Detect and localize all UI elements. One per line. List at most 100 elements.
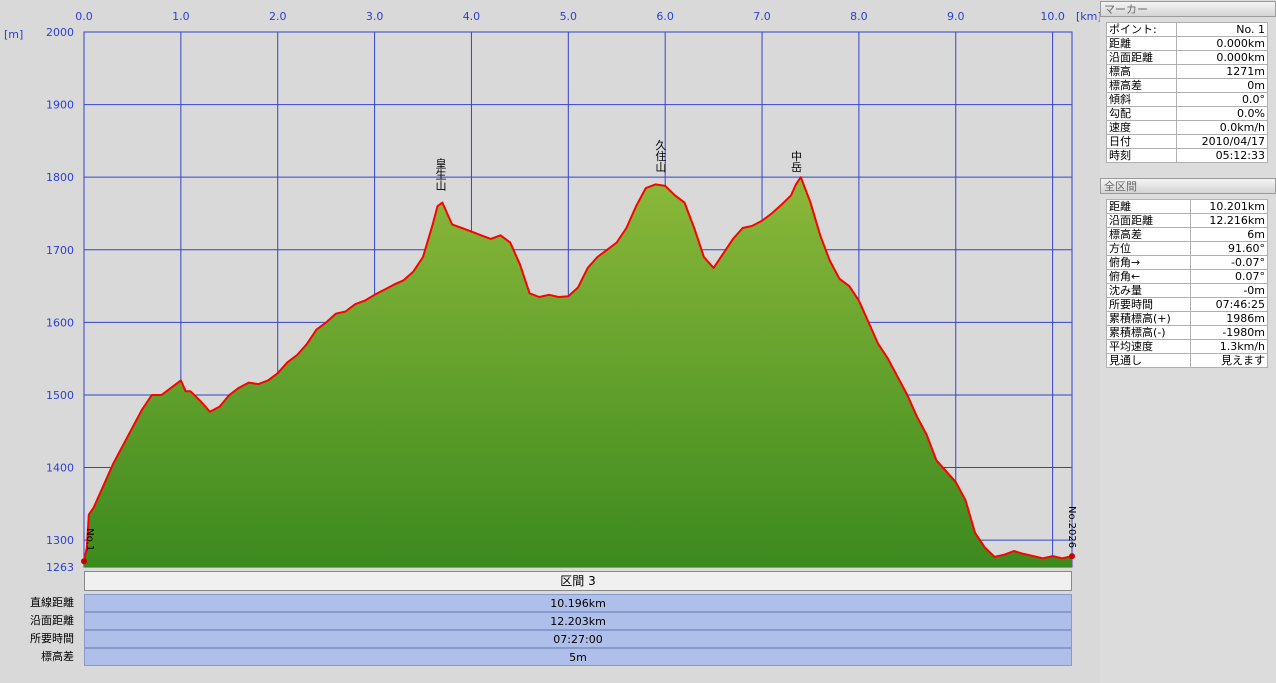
end-marker-dot (1069, 553, 1075, 560)
peak-label: 皇生山 (434, 156, 447, 190)
info-value: 1986m (1190, 311, 1268, 326)
info-value: 1.3km/h (1190, 339, 1268, 354)
info-value: -1980m (1190, 325, 1268, 340)
section-label: 沿面距離 (30, 614, 74, 627)
x-tick-label: 2.0 (269, 10, 287, 23)
section-value: 12.203km (84, 612, 1072, 630)
marker-info-row: 沿面距離 0.000km (1105, 50, 1268, 65)
total-info-row: 所要時間 07:46:25 (1105, 297, 1268, 312)
info-key: 距離 (1105, 199, 1192, 214)
info-value: 1271m (1176, 64, 1268, 79)
section-row-elevation-difference: 標高差 5m (0, 648, 1100, 666)
total-info-row: 標高差 6m (1105, 227, 1268, 242)
x-tick-label: 5.0 (560, 10, 578, 23)
info-key: 方位 (1105, 241, 1192, 256)
y-tick-label: 1400 (46, 462, 74, 475)
section-label: 直線距離 (30, 596, 74, 609)
y-tick-label: 1600 (46, 316, 74, 329)
total-info-table: 距離 10.201km 沿面距離 12.216km 標高差 6m 方位 91.60° 俯角→ -0… (1105, 199, 1268, 368)
peak-label: 中岳 (789, 150, 802, 172)
marker-info-row: 時刻 05:12:33 (1105, 148, 1268, 163)
x-tick-label: 4.0 (463, 10, 481, 23)
info-key: ポイント: (1105, 22, 1178, 37)
section-label: 標高差 (41, 650, 74, 663)
x-unit-label: [km] (1076, 10, 1100, 23)
info-key: 沈み量 (1105, 283, 1192, 298)
info-value: -0m (1190, 283, 1268, 298)
info-value: 0.0% (1176, 106, 1268, 121)
y-tick-label: 1300 (46, 534, 74, 547)
end-marker-label: No.2026 (1066, 506, 1077, 548)
total-info-row: 見通し 見えます (1105, 353, 1268, 368)
info-key: 速度 (1105, 120, 1178, 135)
info-key: 俯角→ (1105, 255, 1192, 270)
section-value: 5m (84, 648, 1072, 666)
x-tick-label: 0.0 (75, 10, 93, 23)
info-value: 05:12:33 (1176, 148, 1268, 163)
section-header[interactable]: 区間 3 (84, 571, 1072, 591)
y-min-label: 1263 (46, 561, 74, 571)
total-info-row: 距離 10.201km (1105, 199, 1268, 214)
total-info-row: 方位 91.60° (1105, 241, 1268, 256)
total-info-row: 沿面距離 12.216km (1105, 213, 1268, 228)
x-tick-label: 9.0 (947, 10, 965, 23)
total-panel-title[interactable]: 全区間 (1100, 178, 1276, 194)
y-tick-label: 1800 (46, 171, 74, 184)
info-value: 12.216km (1190, 213, 1268, 228)
info-value: 0.000km (1176, 36, 1268, 51)
marker-info-row: 距離 0.000km (1105, 36, 1268, 51)
x-tick-label: 3.0 (366, 10, 384, 23)
x-tick-label: 1.0 (172, 10, 190, 23)
marker-info-row: 標高差 0m (1105, 78, 1268, 93)
info-key: 見通し (1105, 353, 1192, 368)
info-key: 沿面距離 (1105, 50, 1178, 65)
section-value: 07:27:00 (84, 630, 1072, 648)
elevation-line (83, 176, 1073, 562)
info-value: No. 1 (1176, 22, 1268, 37)
section-label: 所要時間 (30, 632, 74, 645)
info-value: 0.0km/h (1176, 120, 1268, 135)
marker-info-row: ポイント: No. 1 (1105, 22, 1268, 37)
elevation-profile-area[interactable]: 0.0 1.0 2.0 3.0 4.0 5.0 6.0 7.0 8.0 9.0 10.0 2000 19… (0, 0, 1100, 683)
info-key: 累積標高(+) (1105, 311, 1192, 326)
total-info-row: 累積標高(-) -1980m (1105, 325, 1268, 340)
section-row-surface-distance: 沿面距離 12.203km (0, 612, 1100, 630)
elevation-profile-chart[interactable]: 0.0 1.0 2.0 3.0 4.0 5.0 6.0 7.0 8.0 9.0 10.0 2000 19… (0, 0, 1100, 571)
info-key: 標高差 (1105, 227, 1192, 242)
info-key: 累積標高(-) (1105, 325, 1192, 340)
info-value: 10.201km (1190, 199, 1268, 214)
marker-info-row: 標高 1271m (1105, 64, 1268, 79)
x-tick-label: 8.0 (850, 10, 868, 23)
y-tick-label: 1500 (46, 389, 74, 402)
info-value: 2010/04/17 (1176, 134, 1268, 149)
marker-info-row: 日付 2010/04/17 (1105, 134, 1268, 149)
section-row-elapsed-time: 所要時間 07:27:00 (0, 630, 1100, 648)
info-value: 0.000km (1176, 50, 1268, 65)
info-value: 91.60° (1190, 241, 1268, 256)
marker-panel-title[interactable]: マーカー (1100, 1, 1276, 17)
info-value: 0.07° (1190, 269, 1268, 284)
info-key: 平均速度 (1105, 339, 1192, 354)
info-key: 勾配 (1105, 106, 1178, 121)
y-unit-label: [m] (4, 28, 23, 41)
total-info-row: 平均速度 1.3km/h (1105, 339, 1268, 354)
start-marker-label: No.1 (84, 528, 95, 551)
info-key: 標高差 (1105, 78, 1178, 93)
y-tick-label: 1700 (46, 244, 74, 257)
total-info-row: 累積標高(+) 1986m (1105, 311, 1268, 326)
info-key: 標高 (1105, 64, 1178, 79)
section-value: 10.196km (84, 594, 1072, 612)
total-info-row: 俯角← 0.07° (1105, 269, 1268, 284)
section-row-straight-distance: 直線距離 10.196km (0, 594, 1100, 612)
start-marker-dot (81, 558, 87, 565)
info-key: 日付 (1105, 134, 1178, 149)
info-key: 傾斜 (1105, 92, 1178, 107)
info-value: 見えます (1190, 353, 1268, 368)
info-key: 沿面距離 (1105, 213, 1192, 228)
marker-info-row: 勾配 0.0% (1105, 106, 1268, 121)
y-tick-label: 1900 (46, 99, 74, 112)
x-tick-label: 6.0 (656, 10, 674, 23)
total-info-row: 沈み量 -0m (1105, 283, 1268, 298)
marker-info-row: 速度 0.0km/h (1105, 120, 1268, 135)
info-key: 距離 (1105, 36, 1178, 51)
